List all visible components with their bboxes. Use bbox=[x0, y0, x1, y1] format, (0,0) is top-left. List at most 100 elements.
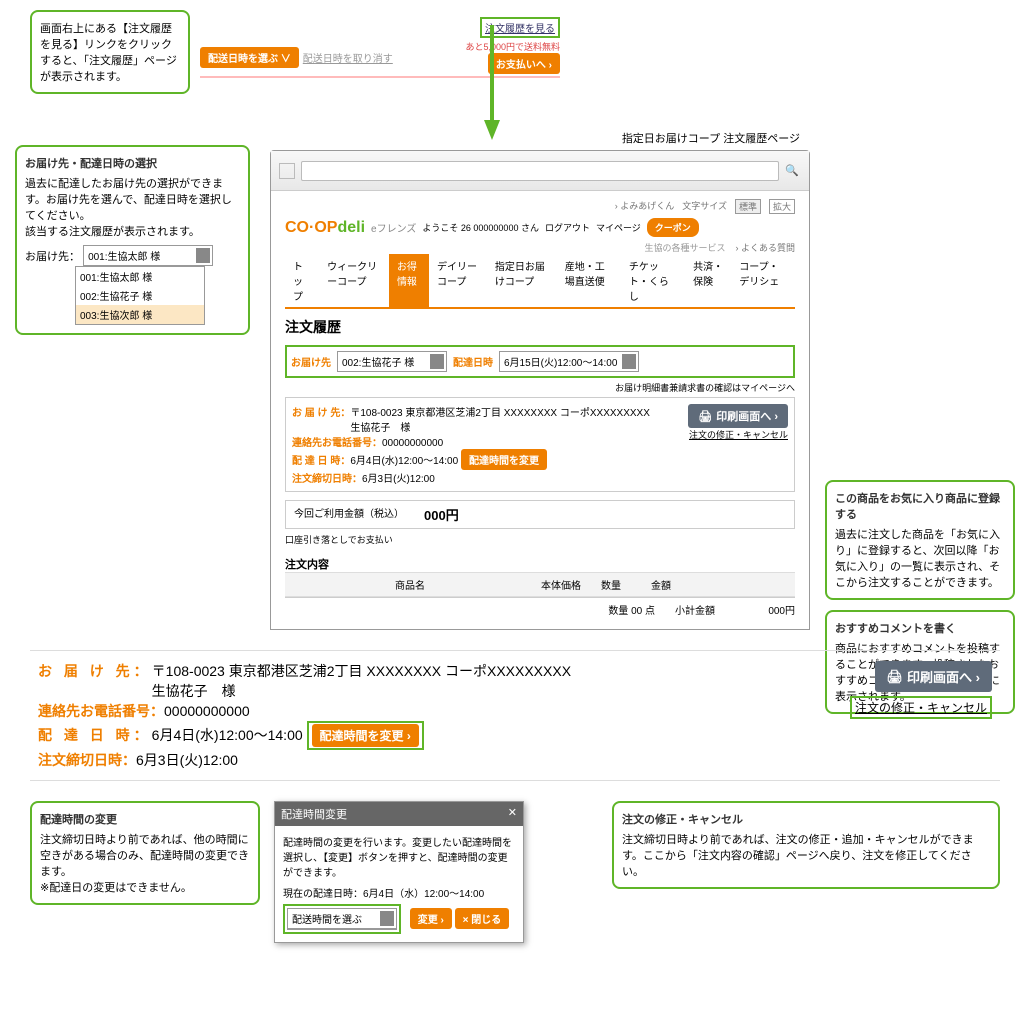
di-dt-label: 配 達 日 時： bbox=[292, 456, 350, 467]
cct-body: 注文締切日時より前であれば、他の時間に空きがある場合のみ、配達時間の変更できます… bbox=[40, 831, 250, 895]
callout-cancel: 注文の修正・キャンセル 注文締切日時より前であれば、注文の修正・追加・キャンセル… bbox=[612, 801, 1000, 889]
de-deadline-label: 注文締切日時： bbox=[38, 752, 136, 768]
tab-delice[interactable]: コープ・デリシェ bbox=[731, 254, 795, 307]
cancel-link-small[interactable]: 注文の修正・キャンセル bbox=[689, 430, 788, 440]
print-btn-large[interactable]: 🖨印刷画面へ › bbox=[875, 661, 992, 692]
cancel-delivery-link[interactable]: 配送日時を取り消す bbox=[303, 50, 393, 65]
cct-title: 配達時間の変更 bbox=[40, 811, 250, 827]
mypage-link[interactable]: マイページ bbox=[596, 221, 641, 234]
logo-brand: CO·OP bbox=[285, 219, 337, 236]
change-time-btn-large[interactable]: 配達時間を変更 › bbox=[312, 724, 419, 747]
callout-favorite: この商品をお気に入り商品に登録する 過去に注文した商品を「お気に入り」に登録する… bbox=[825, 480, 1015, 600]
fontsize-big[interactable]: 拡大 bbox=[769, 199, 795, 214]
free-shipping-text: あと5,000円で送料無料 bbox=[465, 40, 560, 53]
col-name: 商品名 bbox=[289, 577, 531, 592]
filter-deliver-select[interactable]: 002:生協花子 様 bbox=[337, 351, 447, 372]
callout-comment-title: おすすめコメントを書く bbox=[835, 620, 1005, 636]
logo-deli: deli bbox=[337, 219, 365, 236]
close-icon[interactable]: ✕ bbox=[508, 806, 517, 822]
callout-history-link: 画面右上にある【注文履歴を見る】リンクをクリックすると、「注文履歴」ページが表示… bbox=[30, 10, 190, 94]
di-deadline: 6月3日(火)12:00 bbox=[362, 474, 435, 485]
page-title: 注文履歴 bbox=[285, 317, 795, 337]
coupon-btn[interactable]: クーポン bbox=[647, 218, 699, 237]
callout-fav-body: 過去に注文した商品を「お気に入り」に登録すると、次回以降「お気に入り」の一覧に表… bbox=[835, 526, 1005, 590]
de-tel: 00000000000 bbox=[164, 703, 250, 719]
sum-subtotal-label: 小計金額 bbox=[675, 602, 715, 617]
de-deadline: 6月3日(火)12:00 bbox=[136, 752, 238, 768]
di-deadline-label: 注文締切日時： bbox=[292, 474, 362, 485]
browser-window: 🔍 › よみあげくん 文字サイズ 標準 拡大 CO·OPdeli eフレンズ よ… bbox=[270, 150, 810, 630]
tab-scheduled[interactable]: 指定日お届けコープ bbox=[487, 254, 557, 307]
col-price: 本体価格 bbox=[531, 577, 591, 592]
callout-body: 過去に配達したお届け先の選択ができます。お届け先を選んで、配達日時を選択してくだ… bbox=[25, 175, 240, 239]
print-btn-small[interactable]: 🖨印刷画面へ › bbox=[688, 404, 788, 428]
page-label: 指定日お届けコープ 注文履歴ページ bbox=[0, 130, 1030, 146]
de-tel-label: 連絡先お電話番号： bbox=[38, 703, 164, 719]
logo-sub: eフレンズ bbox=[371, 220, 416, 235]
note-right: お届け明細書兼請求書の確認はマイページへ bbox=[285, 381, 795, 394]
callout-fav-title: この商品をお気に入り商品に登録する bbox=[835, 490, 1005, 522]
total-label: 今回ご利用金額（税込） bbox=[294, 505, 404, 524]
filter-bar-highlight: お届け先 002:生協花子 様 配達日時 6月15日(火)12:00～14:00 bbox=[285, 345, 795, 378]
sum-qty: 数量 00 点 bbox=[608, 602, 655, 617]
select-delivery-btn[interactable]: 配送日時を選ぶ ∨ bbox=[200, 47, 299, 68]
total-val: 000円 bbox=[424, 505, 459, 524]
deliver-to-select[interactable]: 001:生協太郎 様 bbox=[83, 245, 213, 266]
detail-enlarged: 🖨印刷画面へ › 注文の修正・キャンセル お 届 け 先：〒108-0023 東… bbox=[30, 650, 1000, 781]
dialog-desc: 配達時間の変更を行います。変更したい配達時間を選択し、【変更】ボタンを押すと、配… bbox=[283, 834, 515, 879]
col-amount: 金額 bbox=[631, 577, 691, 592]
fontsize-label: 文字サイズ bbox=[682, 199, 727, 214]
logout-link[interactable]: ログアウト bbox=[545, 221, 590, 234]
option-3[interactable]: 003:生協次郎 様 bbox=[76, 305, 204, 324]
tab-deals[interactable]: お得情報 bbox=[389, 254, 429, 307]
filter-date-select[interactable]: 6月15日(火)12:00～14:00 bbox=[499, 351, 639, 372]
col-qty: 数量 bbox=[591, 577, 631, 592]
callout-change-time: 配達時間の変更 注文締切日時より前であれば、他の時間に空きがある場合のみ、配達時… bbox=[30, 801, 260, 905]
tab-insurance[interactable]: 共済・保険 bbox=[685, 254, 731, 307]
option-2[interactable]: 002:生協花子 様 bbox=[76, 286, 204, 305]
cc-title: 注文の修正・キャンセル bbox=[622, 811, 990, 827]
printer-icon: 🖨 bbox=[698, 410, 712, 423]
di-tel-label: 連絡先お電話番号： bbox=[292, 438, 382, 449]
dialog-close-btn[interactable]: × 閉じる bbox=[455, 908, 510, 929]
filter-date-label: 配達日時 bbox=[453, 354, 493, 369]
service-label: 生協の各種サービス bbox=[644, 241, 725, 254]
dialog-change-btn[interactable]: 変更 › bbox=[410, 908, 452, 929]
deliver-to-label: お届け先： bbox=[25, 251, 80, 263]
tab-direct[interactable]: 産地・工場直送便 bbox=[557, 254, 621, 307]
printer-icon: 🖨 bbox=[887, 669, 904, 685]
fontsize-std[interactable]: 標準 bbox=[735, 199, 761, 214]
browser-titlebar: 🔍 bbox=[271, 151, 809, 191]
di-dt: 6月4日(水)12:00～14:00 bbox=[350, 456, 458, 467]
tab-weekly[interactable]: ウィークリーコープ bbox=[319, 254, 389, 307]
tab-top[interactable]: トップ bbox=[285, 254, 319, 307]
sum-subtotal: 000円 bbox=[735, 602, 795, 617]
de-addr-label: お 届 け 先： bbox=[38, 663, 152, 679]
di-addr-label: お 届 け 先： bbox=[292, 408, 350, 419]
tab-ticket[interactable]: チケット・くらし bbox=[621, 254, 685, 307]
filter-deliver-label: お届け先 bbox=[291, 354, 331, 369]
di-tel: 00000000000 bbox=[382, 438, 443, 449]
de-addr: 〒108-0023 東京都港区芝浦2丁目 XXXXXXXX コーポXXXXXXX… bbox=[152, 661, 571, 701]
callout-text: 画面右上にある【注文履歴を見る】リンクをクリックすると、「注文履歴」ページが表示… bbox=[40, 20, 180, 84]
callout-delivery-select: お届け先・配達日時の選択 過去に配達したお届け先の選択ができます。お届け先を選ん… bbox=[15, 145, 250, 335]
tab-daily[interactable]: デイリーコープ bbox=[429, 254, 487, 307]
de-dt: 6月4日(水)12:00～14:00 bbox=[152, 727, 303, 743]
change-time-btn-small[interactable]: 配達時間を変更 bbox=[461, 449, 547, 470]
dialog-title: 配達時間変更 bbox=[281, 806, 347, 822]
dialog-time-select[interactable]: 配送時間を選ぶ bbox=[287, 908, 397, 929]
cc-body: 注文締切日時より前であれば、注文の修正・追加・キャンセルができます。ここから「注… bbox=[622, 831, 990, 879]
dialog-current: 6月4日（水）12:00～14:00 bbox=[363, 889, 484, 900]
dialog-current-label: 現在の配達日時： bbox=[283, 889, 363, 900]
de-dt-label: 配 達 日 時： bbox=[38, 727, 152, 743]
option-1[interactable]: 001:生協太郎 様 bbox=[76, 267, 204, 286]
dialog-change-time: 配達時間変更 ✕ 配達時間の変更を行います。変更したい配達時間を選択し、【変更】… bbox=[274, 801, 524, 943]
yomiage-link[interactable]: › よみあげくん bbox=[615, 199, 675, 214]
bank-note: 口座引き落としでお支払い bbox=[285, 533, 795, 546]
di-addr: 〒108-0023 東京都港区芝浦2丁目 XXXXXXXX コーポXXXXXXX… bbox=[350, 404, 650, 434]
cancel-link-large[interactable]: 注文の修正・キャンセル bbox=[850, 696, 992, 719]
nav-tabs: トップ ウィークリーコープ お得情報 デイリーコープ 指定日お届けコープ 産地・… bbox=[285, 254, 795, 309]
faq-link[interactable]: › よくある質問 bbox=[736, 241, 796, 254]
welcome-text: ようこそ 26 000000000 さん bbox=[422, 221, 539, 234]
callout-title: お届け先・配達日時の選択 bbox=[25, 155, 240, 171]
